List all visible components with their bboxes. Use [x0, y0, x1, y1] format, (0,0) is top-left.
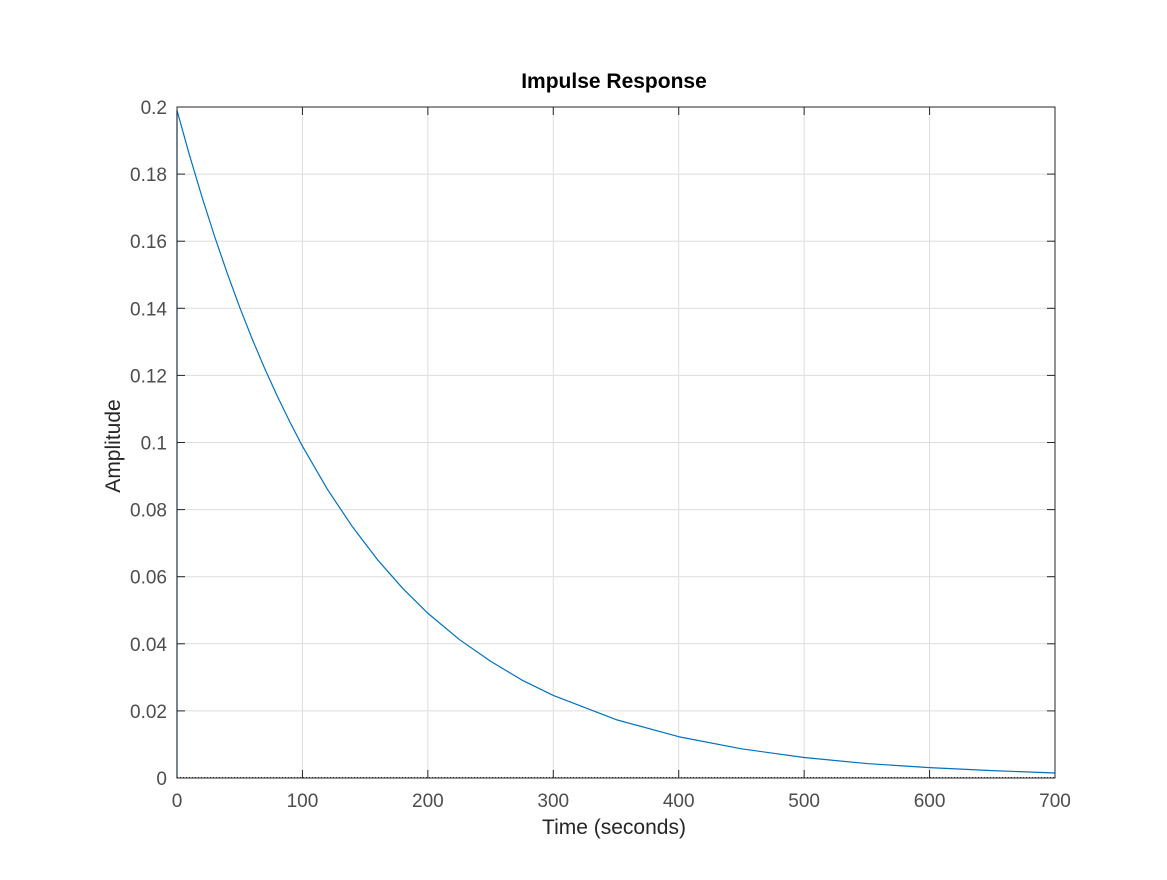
- data-point: [352, 526, 353, 527]
- data-point: [929, 767, 930, 768]
- data-point: [402, 588, 403, 589]
- data-point: [459, 639, 460, 640]
- data-point: [741, 748, 742, 749]
- data-point: [189, 155, 190, 156]
- data-point: [678, 736, 679, 737]
- y-tick-label: 0.18: [130, 165, 167, 186]
- data-point: [214, 236, 215, 237]
- data-point: [239, 307, 240, 308]
- y-tick-label: 0.14: [130, 299, 167, 320]
- data-point: [490, 661, 491, 662]
- data-point: [227, 272, 228, 273]
- y-tick-label: 0.1: [141, 434, 167, 455]
- y-tick-label: 0.04: [130, 635, 167, 656]
- y-tick-label: 0.2: [141, 98, 167, 119]
- y-tick-label: 0.12: [130, 366, 167, 387]
- x-tick-labels: 0 100 200 300 400 500 600 700: [172, 791, 1071, 812]
- x-tick-label: 400: [663, 791, 695, 812]
- x-tick-label: 200: [412, 791, 444, 812]
- data-point: [553, 695, 554, 696]
- data-point: [427, 613, 428, 614]
- data-point: [804, 757, 805, 758]
- y-axis-label: Amplitude: [102, 399, 125, 492]
- data-point: [264, 368, 265, 369]
- x-tick-label: 600: [914, 791, 946, 812]
- y-tick-label: 0.16: [130, 232, 167, 253]
- ticks: [176, 106, 1056, 779]
- x-tick-label: 700: [1039, 791, 1071, 812]
- x-tick-label: 0: [172, 791, 183, 812]
- y-tick-label: 0.02: [130, 702, 167, 723]
- data-point: [252, 339, 253, 340]
- x-tick-label: 100: [287, 791, 319, 812]
- chart-title: Impulse Response: [521, 70, 707, 93]
- x-tick-label: 500: [788, 791, 820, 812]
- data-point: [615, 719, 616, 720]
- data-point: [327, 489, 328, 490]
- impulse-response-line: [176, 109, 1056, 778]
- y-tick-label: 0.08: [130, 501, 167, 522]
- data-point: [277, 396, 278, 397]
- y-tick-label: 0: [156, 769, 167, 790]
- data-point: [201, 197, 202, 198]
- data-point: [289, 421, 290, 422]
- data-point: [992, 770, 993, 771]
- x-tick-label: 300: [537, 791, 569, 812]
- y-tick-labels: 0 0.02 0.04 0.06 0.08 0.1 0.12 0.14 0.16 0.18 0.2: [130, 98, 167, 790]
- data-point: [377, 559, 378, 560]
- data-point: [866, 763, 867, 764]
- x-axis-label: Time (seconds): [542, 816, 686, 839]
- data-point: [521, 679, 522, 680]
- y-tick-label: 0.06: [130, 568, 167, 589]
- data-point: [302, 446, 303, 447]
